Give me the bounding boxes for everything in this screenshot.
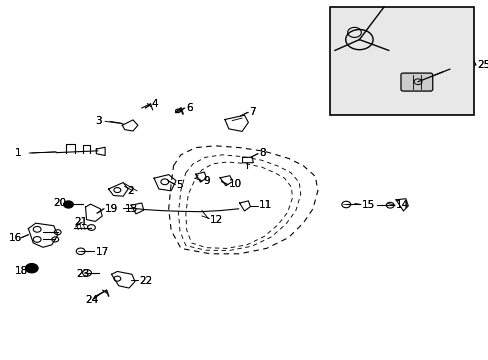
Text: 25: 25: [476, 60, 488, 70]
Text: 17: 17: [95, 247, 108, 257]
Text: 22: 22: [139, 276, 152, 286]
Text: 5: 5: [176, 180, 183, 190]
Text: 24: 24: [85, 294, 99, 305]
Text: 19: 19: [105, 204, 118, 214]
Text: 20: 20: [53, 198, 66, 208]
Text: 12: 12: [210, 215, 223, 225]
Text: 13: 13: [124, 204, 138, 214]
Text: 23: 23: [76, 269, 89, 279]
Text: 6: 6: [185, 103, 192, 113]
Text: 12: 12: [210, 215, 223, 225]
Text: 1: 1: [15, 148, 21, 158]
FancyBboxPatch shape: [400, 73, 432, 91]
Text: 15: 15: [361, 200, 374, 210]
Text: 8: 8: [259, 148, 265, 158]
Text: 3: 3: [95, 116, 102, 126]
Text: 25: 25: [476, 60, 488, 70]
Text: 16: 16: [9, 233, 22, 243]
Text: 14: 14: [395, 200, 408, 210]
Text: 18: 18: [15, 266, 28, 276]
Text: 9: 9: [203, 176, 209, 186]
Text: 19: 19: [105, 204, 118, 214]
Text: 21: 21: [74, 217, 87, 228]
Text: 5: 5: [176, 180, 183, 190]
Text: 11: 11: [259, 200, 272, 210]
Text: 1: 1: [15, 148, 21, 158]
Text: 21: 21: [74, 217, 87, 228]
Bar: [329, 7, 473, 115]
Text: 4: 4: [151, 99, 158, 109]
Text: 4: 4: [151, 99, 158, 109]
Circle shape: [63, 201, 73, 208]
Text: 17: 17: [95, 247, 108, 257]
Text: 10: 10: [228, 179, 242, 189]
Text: 16: 16: [9, 233, 22, 243]
Text: 20: 20: [53, 198, 66, 208]
Text: 15: 15: [361, 200, 374, 210]
Text: 18: 18: [15, 266, 28, 276]
Text: 23: 23: [76, 269, 89, 279]
Text: 2: 2: [127, 186, 134, 196]
Text: 7: 7: [249, 107, 256, 117]
Text: 8: 8: [259, 148, 265, 158]
Text: 9: 9: [203, 176, 209, 186]
Text: 10: 10: [228, 179, 242, 189]
Text: 24: 24: [85, 294, 99, 305]
Text: 6: 6: [185, 103, 192, 113]
Text: 2: 2: [127, 186, 134, 196]
Text: 14: 14: [395, 200, 408, 210]
Text: 7: 7: [249, 107, 256, 117]
Text: 11: 11: [259, 200, 272, 210]
Text: 3: 3: [95, 116, 102, 126]
Circle shape: [25, 264, 38, 273]
Text: 13: 13: [124, 204, 138, 214]
Text: 22: 22: [139, 276, 152, 286]
